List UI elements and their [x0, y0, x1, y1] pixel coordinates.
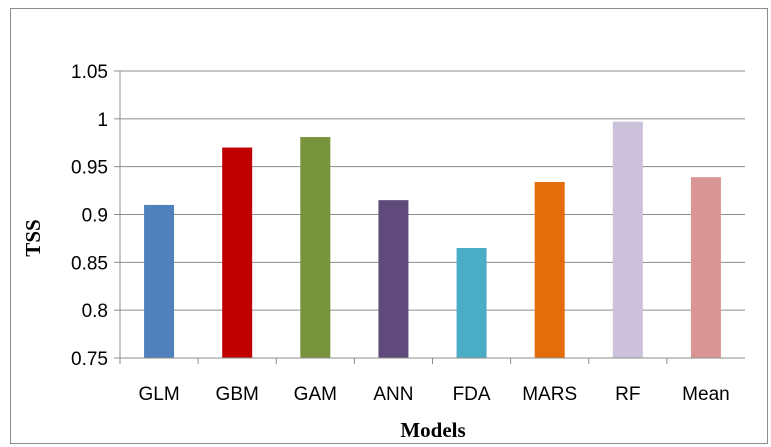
y-tick-label: 1 [97, 110, 108, 131]
bar-gbm [222, 147, 253, 358]
bar-mars [534, 181, 565, 358]
x-tick-label: MARS [522, 384, 577, 405]
y-tick-label: 0.75 [71, 349, 108, 370]
bar-mean [690, 177, 721, 358]
bars [144, 121, 721, 358]
y-tick-label: 0.8 [82, 301, 108, 322]
bar-glm [144, 204, 175, 358]
y-tick-label: 0.85 [71, 253, 108, 274]
y-tick-label: 0.9 [82, 206, 108, 227]
bar-gam [300, 137, 331, 358]
gridlines [114, 70, 745, 359]
x-tick-label: GAM [294, 384, 337, 405]
x-tick-label: GLM [138, 384, 179, 405]
y-axis-title: TSS [21, 219, 45, 256]
x-tick-labels: GLM GBM GAM ANN FDA MARS RF Mean [138, 358, 730, 405]
bar-rf [612, 121, 643, 358]
bar-fda [456, 247, 487, 358]
x-tick-label: FDA [453, 384, 491, 405]
y-tick-label: 1.05 [71, 62, 108, 83]
x-tick-label: ANN [373, 384, 413, 405]
axes [114, 71, 745, 364]
y-tick-label: 0.95 [71, 158, 108, 179]
bar-ann [378, 200, 409, 358]
x-tick-label: RF [615, 384, 640, 405]
x-axis-title: Models [400, 418, 465, 442]
x-tick-label: GBM [216, 384, 259, 405]
y-tick-labels: 0.75 0.8 0.85 0.9 0.95 1 1.05 [71, 62, 108, 370]
x-tick-label: Mean [682, 384, 730, 405]
